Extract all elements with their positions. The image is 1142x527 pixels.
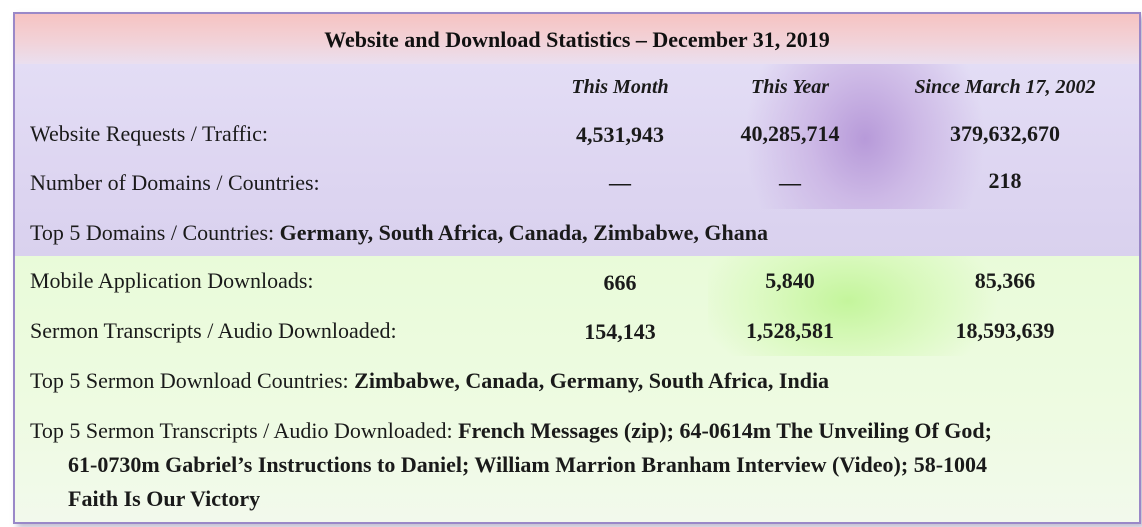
website-stats-section: This Month This Year Since March 17, 200… <box>15 64 1139 256</box>
top-countries-value: Zimbabwe, Canada, Germany, South Africa,… <box>354 368 830 393</box>
website-requests-label: Website Requests / Traffic: <box>30 121 268 146</box>
column-header-since: Since March 17, 2002 <box>914 76 1096 98</box>
website-requests-since: 379,632,670 <box>950 121 1060 146</box>
top-sermons-line-1: French Messages (zip); 64-0614m The Unve… <box>458 418 992 443</box>
statistics-panel: Website and Download Statistics – Decemb… <box>13 12 1141 524</box>
sermon-downloads-year: 1,528,581 <box>746 318 834 343</box>
mobile-downloads-since: 85,366 <box>974 268 1036 293</box>
domains-count-year: — <box>779 170 801 195</box>
top-countries-label: Top 5 Sermon Download Countries: <box>30 368 349 393</box>
domains-count-label: Number of Domains / Countries: <box>30 170 320 195</box>
top-domains-row: Top 5 Domains / Countries: Germany, Sout… <box>30 220 768 246</box>
page-title: Website and Download Statistics – Decemb… <box>15 14 1139 64</box>
domains-count-month: — <box>609 170 631 195</box>
mobile-downloads-label: Mobile Application Downloads: <box>30 268 314 293</box>
sermon-downloads-month: 154,143 <box>584 319 656 344</box>
mobile-downloads-year: 5,840 <box>765 268 815 293</box>
mobile-downloads-month: 666 <box>603 270 637 295</box>
top-sermons-line-3: Faith Is Our Victory <box>68 486 261 511</box>
website-requests-month: 4,531,943 <box>576 122 664 147</box>
top-sermons-label: Top 5 Sermon Transcripts / Audio Downloa… <box>30 418 453 443</box>
downloads-stats-section: Mobile Application Downloads: 666 5,840 … <box>15 256 1139 522</box>
website-highlight <box>705 64 1139 209</box>
top-countries-row: Top 5 Sermon Download Countries: Zimbabw… <box>30 368 829 394</box>
top-domains-label: Top 5 Domains / Countries: <box>30 220 275 245</box>
column-header-this-month: This Month <box>571 76 669 98</box>
domains-count-since: 218 <box>988 168 1022 193</box>
downloads-highlight <box>708 256 1108 356</box>
sermon-downloads-label: Sermon Transcripts / Audio Downloaded: <box>30 318 397 343</box>
column-header-this-year: This Year <box>751 76 829 98</box>
sermon-downloads-since: 18,593,639 <box>955 318 1055 343</box>
top-sermons-row: Top 5 Sermon Transcripts / Audio Downloa… <box>30 418 992 444</box>
website-requests-year: 40,285,714 <box>740 121 840 146</box>
top-sermons-line-2: 61-0730m Gabriel’s Instructions to Danie… <box>68 452 988 477</box>
top-domains-value: Germany, South Africa, Canada, Zimbabwe,… <box>279 220 768 245</box>
